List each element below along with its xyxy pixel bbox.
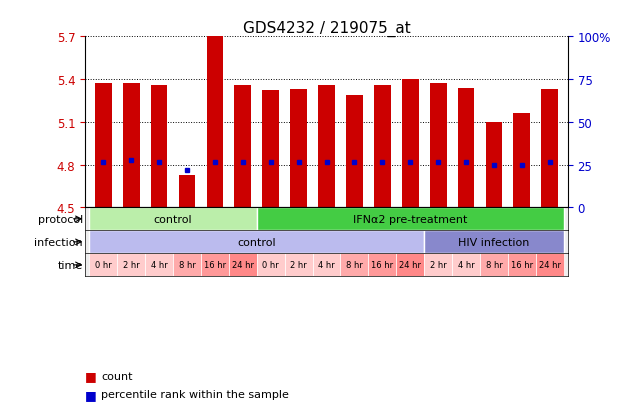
Text: 8 hr: 8 hr [179, 261, 196, 270]
Bar [369, 254, 396, 277]
Text: percentile rank within the sample: percentile rank within the sample [101, 389, 289, 399]
Text: 4 hr: 4 hr [457, 261, 475, 270]
Bar [486, 123, 502, 208]
Text: 16 hr: 16 hr [511, 261, 533, 270]
Bar [145, 254, 173, 277]
Bar [396, 254, 424, 277]
Text: 2 hr: 2 hr [290, 261, 307, 270]
Text: 8 hr: 8 hr [485, 261, 502, 270]
Bar [262, 91, 279, 208]
Text: 4 hr: 4 hr [151, 261, 167, 270]
Text: IFNα2 pre-treatment: IFNα2 pre-treatment [353, 214, 468, 224]
Text: infection: infection [34, 237, 83, 247]
Bar [257, 254, 285, 277]
Text: control: control [237, 237, 276, 247]
Bar [480, 254, 508, 277]
Bar [257, 208, 563, 231]
Bar [402, 80, 418, 208]
Bar [123, 84, 139, 208]
Bar [206, 36, 223, 208]
Bar [318, 85, 335, 208]
Bar [173, 254, 201, 277]
Text: 0 hr: 0 hr [95, 261, 112, 270]
Bar [452, 254, 480, 277]
Bar [514, 114, 530, 208]
Text: 24 hr: 24 hr [232, 261, 254, 270]
Text: HIV infection: HIV infection [458, 237, 529, 247]
Bar [424, 254, 452, 277]
Title: GDS4232 / 219075_at: GDS4232 / 219075_at [243, 21, 410, 37]
Text: protocol: protocol [37, 214, 83, 224]
Bar [151, 85, 167, 208]
Bar [346, 95, 363, 208]
Text: 2 hr: 2 hr [430, 261, 447, 270]
Bar [117, 254, 145, 277]
Text: ■: ■ [85, 388, 97, 401]
Bar [424, 231, 563, 254]
Bar [90, 208, 257, 231]
Bar [285, 254, 312, 277]
Text: 2 hr: 2 hr [123, 261, 139, 270]
Text: 16 hr: 16 hr [204, 261, 226, 270]
Bar [179, 175, 196, 208]
Bar [229, 254, 257, 277]
Bar [374, 85, 391, 208]
Bar [95, 84, 112, 208]
Bar [90, 231, 424, 254]
Text: ■: ■ [85, 369, 97, 382]
Text: time: time [57, 260, 83, 270]
Bar [430, 84, 447, 208]
Text: 24 hr: 24 hr [539, 261, 561, 270]
Bar [235, 85, 251, 208]
Bar [536, 254, 563, 277]
Text: 24 hr: 24 hr [399, 261, 422, 270]
Bar [457, 88, 475, 208]
Bar [201, 254, 229, 277]
Bar [341, 254, 369, 277]
Bar [312, 254, 341, 277]
Text: control: control [154, 214, 192, 224]
Bar [508, 254, 536, 277]
Bar [90, 254, 117, 277]
Text: count: count [101, 371, 133, 381]
Text: 4 hr: 4 hr [318, 261, 335, 270]
Text: 16 hr: 16 hr [371, 261, 393, 270]
Text: 0 hr: 0 hr [262, 261, 279, 270]
Text: 8 hr: 8 hr [346, 261, 363, 270]
Bar [541, 90, 558, 208]
Bar [290, 90, 307, 208]
